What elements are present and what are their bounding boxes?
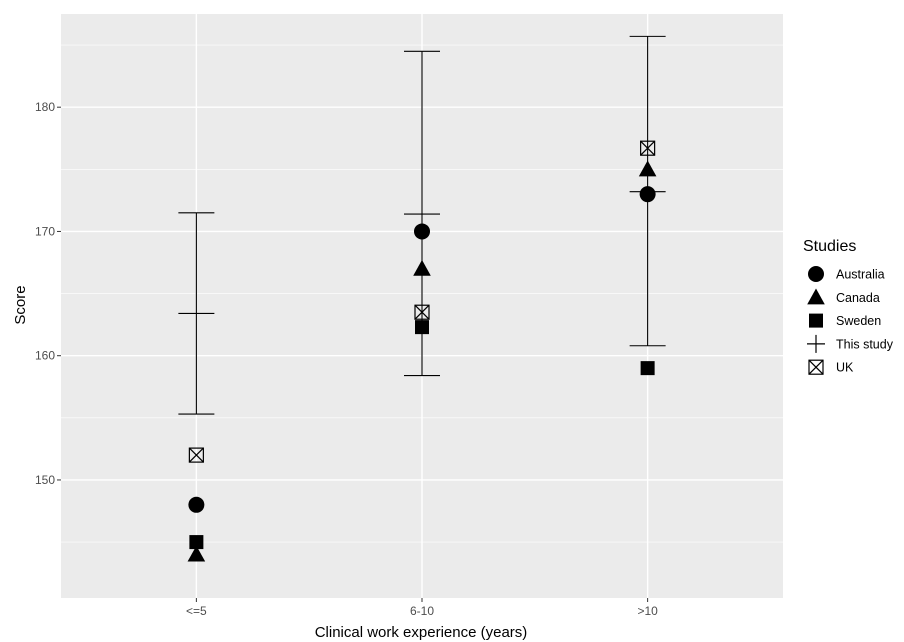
point-sweden bbox=[189, 535, 204, 550]
point-canada bbox=[638, 160, 657, 177]
point-canada bbox=[187, 545, 206, 562]
square-cross-box bbox=[808, 359, 824, 375]
point-canada bbox=[413, 259, 431, 276]
legend: Studies Australia Canada Sweden This study U… bbox=[803, 238, 894, 375]
square-cross-box bbox=[414, 304, 430, 320]
point-sweden bbox=[640, 361, 655, 376]
point-australia bbox=[639, 186, 656, 203]
x-axis-title: Clinical work experience (years) bbox=[315, 624, 528, 641]
point-australia bbox=[414, 223, 430, 240]
y-axis: 150 160 170 180 bbox=[35, 100, 61, 487]
point-uk bbox=[188, 447, 204, 463]
legend-label-uk: UK bbox=[836, 361, 854, 375]
point-uk bbox=[640, 140, 656, 156]
y-tick-label: 170 bbox=[35, 224, 55, 238]
legend-key-this-study bbox=[807, 334, 825, 353]
y-tick-label: 150 bbox=[35, 473, 55, 487]
legend-label-this-study: This study bbox=[836, 337, 894, 351]
point-australia bbox=[188, 496, 205, 513]
x-tick-label: 6-10 bbox=[410, 604, 434, 618]
legend-label-sweden: Sweden bbox=[836, 314, 881, 328]
x-axis: <=5 6-10 >10 bbox=[186, 598, 658, 618]
legend-key-sweden bbox=[809, 313, 823, 328]
x-tick-label: >10 bbox=[637, 604, 658, 618]
points bbox=[187, 140, 657, 562]
y-tick-label: 180 bbox=[35, 100, 55, 114]
y-axis-title: Score bbox=[12, 285, 29, 324]
square-cross-box bbox=[640, 140, 656, 156]
legend-label-australia: Australia bbox=[836, 268, 885, 282]
square-cross-diag bbox=[188, 447, 204, 463]
square-cross-diag bbox=[808, 359, 824, 375]
legend-items: Australia Canada Sweden This study UK bbox=[807, 266, 894, 375]
legend-key-uk bbox=[808, 359, 824, 375]
square-cross-box bbox=[188, 447, 204, 463]
legend-label-canada: Canada bbox=[836, 291, 880, 305]
y-tick-label: 160 bbox=[35, 349, 55, 363]
point-sweden bbox=[415, 320, 429, 335]
square-cross-diag bbox=[640, 140, 656, 156]
legend-title: Studies bbox=[803, 238, 856, 255]
legend-key-australia bbox=[808, 266, 824, 282]
point-uk bbox=[414, 304, 430, 320]
x-tick-label: <=5 bbox=[186, 604, 207, 618]
legend-key-canada bbox=[807, 288, 825, 305]
square-cross-diag bbox=[414, 304, 430, 320]
